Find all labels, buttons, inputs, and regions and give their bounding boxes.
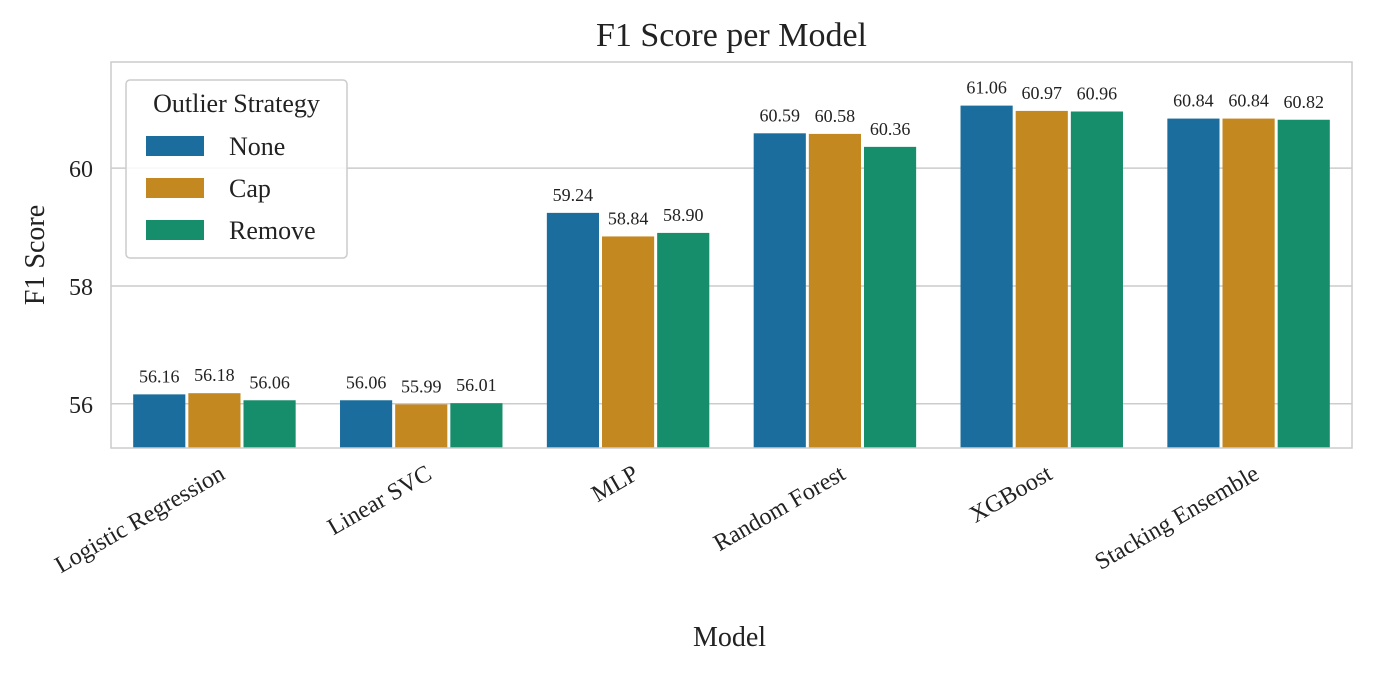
legend-label: Remove xyxy=(229,216,316,245)
x-tick-label: Stacking Ensemble xyxy=(1091,461,1264,576)
legend-box xyxy=(125,79,348,259)
y-axis-label: F1 Score xyxy=(20,205,51,305)
x-tick-label: MLP xyxy=(587,461,643,508)
data-label: 56.06 xyxy=(249,372,290,392)
legend-label: None xyxy=(229,132,285,161)
data-label: 56.16 xyxy=(139,366,180,386)
y-tick-label: 60 xyxy=(69,157,93,183)
bar[interactable] xyxy=(657,232,710,448)
x-tick-label: Logistic Regression xyxy=(51,461,230,579)
data-label: 60.59 xyxy=(760,105,801,125)
data-label: 58.90 xyxy=(663,205,704,225)
bar[interactable] xyxy=(188,393,241,448)
chart-title: F1 Score per Model xyxy=(596,17,867,54)
legend-title: Outlier Strategy xyxy=(153,89,320,118)
data-label: 56.06 xyxy=(346,372,387,392)
legend-swatch xyxy=(146,220,204,240)
bar[interactable] xyxy=(808,133,861,448)
data-label: 60.97 xyxy=(1022,83,1063,103)
bar[interactable] xyxy=(753,133,806,448)
x-tick-label: Linear SVC xyxy=(323,461,436,541)
legend-swatch xyxy=(146,178,204,198)
bar[interactable] xyxy=(1277,119,1330,448)
bar[interactable] xyxy=(1070,111,1123,448)
y-tick-label: 56 xyxy=(69,393,93,419)
data-label: 58.84 xyxy=(608,208,649,228)
y-tick-label: 58 xyxy=(69,275,93,301)
bar[interactable] xyxy=(863,146,917,448)
data-label: 55.99 xyxy=(401,376,442,396)
legend-label: Cap xyxy=(229,174,271,203)
plot-frame xyxy=(110,61,1353,449)
data-label: 60.58 xyxy=(815,106,856,126)
x-tick-label: XGBoost xyxy=(965,461,1057,529)
bar[interactable] xyxy=(960,105,1013,448)
legend-swatch xyxy=(146,136,204,156)
bar[interactable] xyxy=(243,400,296,448)
bar[interactable] xyxy=(546,212,600,448)
data-label: 56.01 xyxy=(456,375,497,395)
data-label: 60.82 xyxy=(1283,92,1324,112)
x-axis-label: Model xyxy=(693,622,766,653)
bar[interactable] xyxy=(450,403,503,448)
bar[interactable] xyxy=(395,404,448,448)
data-label: 59.24 xyxy=(553,185,594,205)
bar[interactable] xyxy=(1222,118,1275,449)
bar[interactable] xyxy=(1167,118,1220,449)
data-label: 60.84 xyxy=(1228,91,1269,111)
data-label: 56.18 xyxy=(194,365,235,385)
x-tick-label: Random Forest xyxy=(709,461,850,557)
data-label: 61.06 xyxy=(966,78,1007,98)
bar[interactable] xyxy=(133,394,186,448)
bar[interactable] xyxy=(1015,110,1068,449)
data-label: 60.36 xyxy=(870,119,911,139)
data-label: 60.96 xyxy=(1077,84,1118,104)
bar[interactable] xyxy=(340,400,393,448)
data-label: 60.84 xyxy=(1173,91,1214,111)
bar[interactable] xyxy=(602,236,655,448)
